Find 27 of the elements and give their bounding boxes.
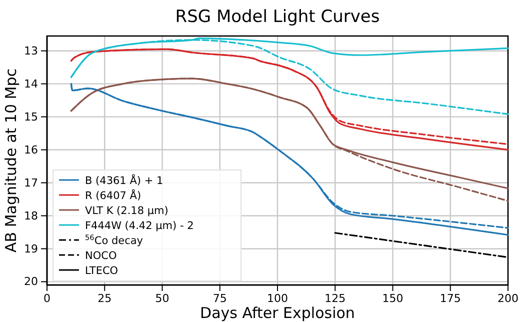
x-tick-label: 150 [382,292,404,305]
x-tick-label: 75 [212,292,227,305]
legend-label: R (6407 Å) [85,189,142,202]
y-tick-label: 18 [24,209,38,222]
y-tick-label: 20 [24,275,38,288]
y-tick-label: 16 [24,143,38,156]
legend-label: NOCO [85,250,117,262]
y-axis-title: AB Magnitude at 10 Mpc [2,68,20,252]
x-axis-title: Days After Explosion [200,304,355,322]
x-tick-label: 100 [267,292,288,305]
y-tick-label: 19 [24,242,38,256]
x-tick-label: 25 [98,292,112,305]
x-tick-label: 200 [498,292,518,305]
legend-label: LTECO [85,265,118,277]
y-tick-label: 17 [24,176,38,190]
legend-label: $^{56}$Co decay [85,232,143,247]
x-tick-label: 50 [155,292,170,305]
x-tick-label: 175 [440,292,461,305]
y-tick-label: 15 [24,110,38,124]
legend-label: B (4361 Å) + 1 [85,174,164,187]
x-tick-label: 0 [44,292,50,305]
text: F444W (4.42 μm) - 2 [85,220,194,232]
legend-label: VLT K (2.18 μm) [85,205,168,217]
x-tick-label: 125 [324,292,346,305]
chart-title: RSG Model Light Curves [175,7,380,27]
y-tick-label: 14 [24,77,38,90]
y-tick-label: 13 [24,44,38,58]
